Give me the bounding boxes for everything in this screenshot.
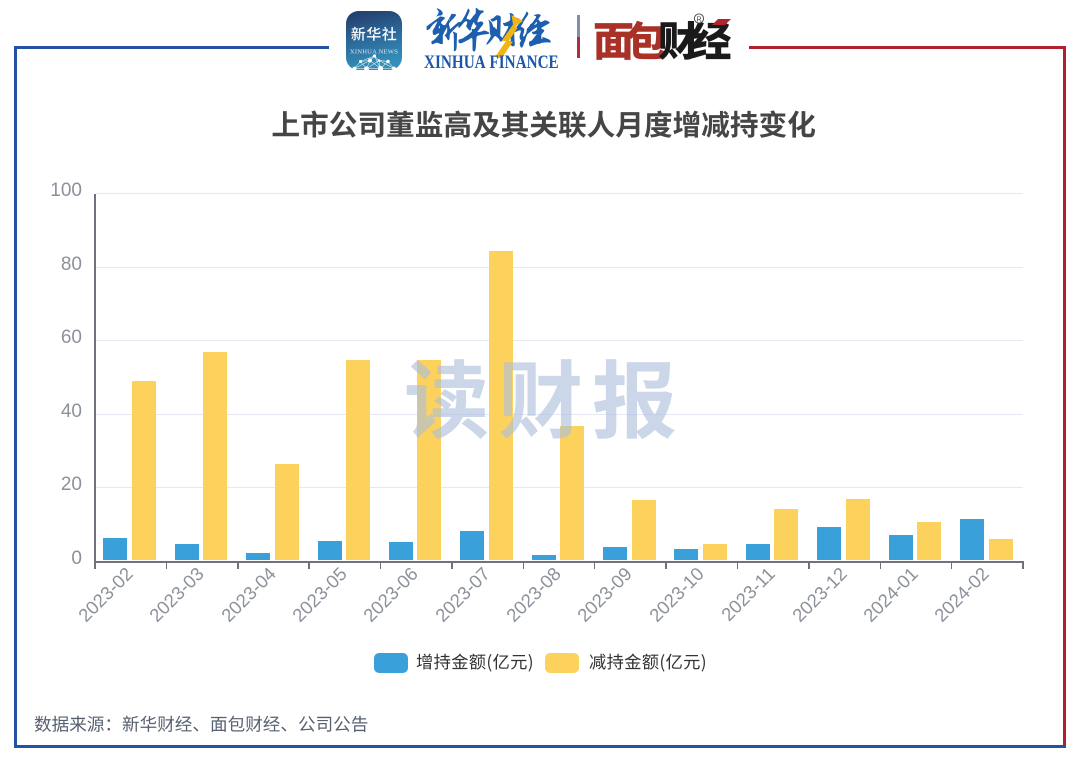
svg-text:R: R (696, 16, 701, 23)
svg-text:XINHUA NEWS: XINHUA NEWS (350, 49, 398, 56)
